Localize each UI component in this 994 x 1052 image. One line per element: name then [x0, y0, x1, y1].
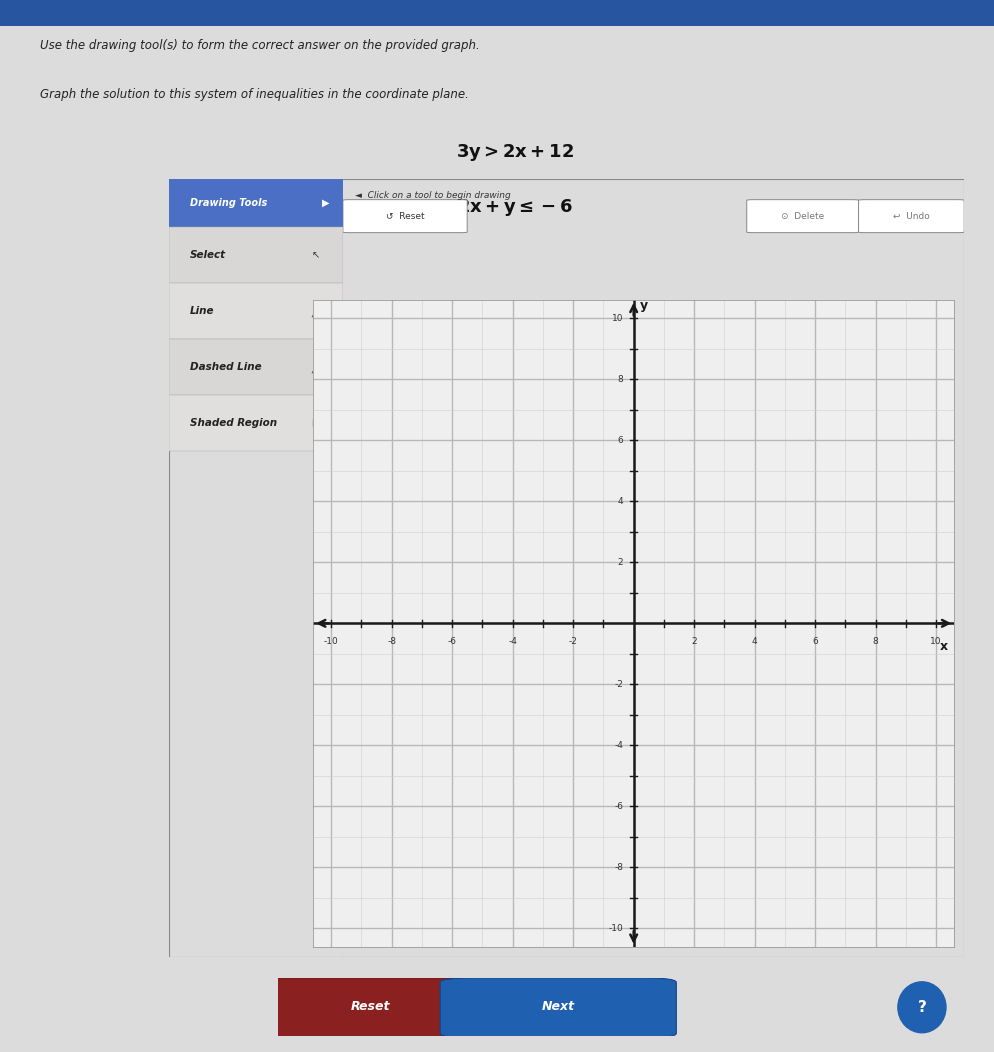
Text: Reset: Reset — [351, 999, 390, 1013]
Text: 6: 6 — [812, 638, 818, 646]
Text: ⊙  Delete: ⊙ Delete — [781, 211, 824, 221]
Text: ╱: ╱ — [311, 362, 317, 373]
Text: -8: -8 — [388, 638, 397, 646]
Text: 8: 8 — [873, 638, 879, 646]
Text: ▤: ▤ — [311, 419, 321, 428]
Text: ╱: ╱ — [311, 305, 317, 317]
Text: Dashed Line: Dashed Line — [190, 362, 261, 372]
Text: Graph the solution to this system of inequalities in the coordinate plane.: Graph the solution to this system of ine… — [40, 87, 468, 101]
Text: 4: 4 — [751, 638, 757, 646]
Text: -10: -10 — [324, 638, 339, 646]
FancyBboxPatch shape — [343, 200, 467, 232]
Text: ▶: ▶ — [322, 198, 330, 208]
Text: y: y — [640, 299, 648, 312]
Text: ↖: ↖ — [311, 250, 320, 260]
Text: ↺  Reset: ↺ Reset — [386, 211, 424, 221]
Text: -6: -6 — [614, 802, 623, 811]
Text: Use the drawing tool(s) to form the correct answer on the provided graph.: Use the drawing tool(s) to form the corr… — [40, 39, 479, 52]
FancyBboxPatch shape — [169, 283, 343, 339]
Text: Select: Select — [190, 250, 226, 260]
Text: x: x — [939, 640, 947, 653]
FancyBboxPatch shape — [169, 339, 343, 396]
Text: 8: 8 — [617, 375, 623, 384]
Text: Shaded Region: Shaded Region — [190, 419, 277, 428]
Text: 2: 2 — [692, 638, 697, 646]
Text: 6: 6 — [617, 436, 623, 445]
Text: -4: -4 — [508, 638, 517, 646]
Text: -8: -8 — [614, 863, 623, 872]
Text: -10: -10 — [608, 924, 623, 933]
FancyBboxPatch shape — [0, 0, 994, 26]
FancyBboxPatch shape — [252, 977, 488, 1038]
FancyBboxPatch shape — [746, 200, 859, 232]
Text: 2: 2 — [617, 558, 623, 567]
FancyBboxPatch shape — [859, 200, 964, 232]
Text: 10: 10 — [611, 313, 623, 323]
Text: $\mathbf{3y > 2x + 12}$: $\mathbf{3y > 2x + 12}$ — [456, 142, 575, 163]
Text: -6: -6 — [447, 638, 456, 646]
Text: -2: -2 — [569, 638, 578, 646]
Text: -4: -4 — [614, 741, 623, 750]
FancyBboxPatch shape — [169, 227, 343, 283]
Text: Next: Next — [542, 999, 575, 1013]
Text: ?: ? — [917, 999, 926, 1015]
Circle shape — [898, 982, 946, 1033]
FancyBboxPatch shape — [440, 977, 676, 1038]
Text: 10: 10 — [930, 638, 942, 646]
Text: ↩  Undo: ↩ Undo — [893, 211, 929, 221]
FancyBboxPatch shape — [169, 179, 343, 227]
Text: 4: 4 — [617, 497, 623, 506]
Text: -2: -2 — [614, 680, 623, 689]
Text: ◄  Click on a tool to begin drawing: ◄ Click on a tool to begin drawing — [356, 190, 511, 200]
FancyBboxPatch shape — [169, 396, 343, 451]
Text: $\mathbf{2x + y \leq -6}$: $\mathbf{2x + y \leq -6}$ — [457, 197, 574, 218]
Text: Drawing Tools: Drawing Tools — [190, 198, 267, 208]
Text: Line: Line — [190, 306, 215, 317]
